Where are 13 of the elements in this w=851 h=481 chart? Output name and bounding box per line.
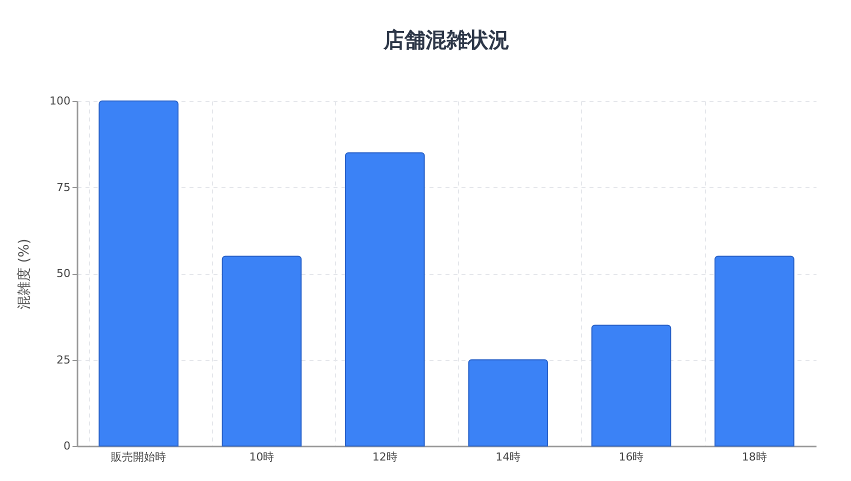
y-tick-label: 50 (56, 267, 70, 280)
x-tick-label: 販売開始時 (111, 450, 166, 464)
x-tick-label: 18時 (742, 450, 767, 464)
y-tick-label: 100 (50, 94, 70, 108)
y-axis-title: 混雑度 (%) (16, 238, 33, 310)
x-tick-label: 14時 (496, 450, 521, 464)
y-tick-label: 0 (64, 440, 70, 452)
x-tick-label: 12時 (372, 450, 398, 464)
x-tick-label: 10時 (249, 450, 274, 464)
x-tick-label: 16時 (618, 450, 644, 464)
chart-title: 店舗混雑状況 (382, 28, 510, 52)
y-tick-label: 25 (56, 353, 70, 366)
y-tick-label: 75 (56, 180, 70, 194)
